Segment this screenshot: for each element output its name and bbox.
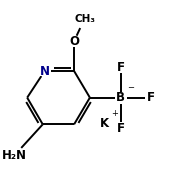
Text: CH₃: CH₃ <box>74 14 95 24</box>
FancyBboxPatch shape <box>147 93 155 102</box>
Text: O: O <box>69 35 79 48</box>
FancyBboxPatch shape <box>7 150 22 161</box>
Text: F: F <box>147 91 155 104</box>
Text: B: B <box>116 91 125 104</box>
Text: H₂N: H₂N <box>2 149 27 162</box>
Text: +: + <box>111 109 118 118</box>
Text: F: F <box>117 61 125 74</box>
Text: N: N <box>40 65 50 78</box>
FancyBboxPatch shape <box>69 36 79 46</box>
FancyBboxPatch shape <box>117 63 124 72</box>
Text: F: F <box>117 122 125 135</box>
FancyBboxPatch shape <box>117 124 124 133</box>
FancyBboxPatch shape <box>101 119 108 128</box>
FancyBboxPatch shape <box>76 14 93 23</box>
Text: K: K <box>100 117 109 130</box>
FancyBboxPatch shape <box>40 66 50 76</box>
Text: −: − <box>127 83 134 92</box>
FancyBboxPatch shape <box>116 93 126 102</box>
